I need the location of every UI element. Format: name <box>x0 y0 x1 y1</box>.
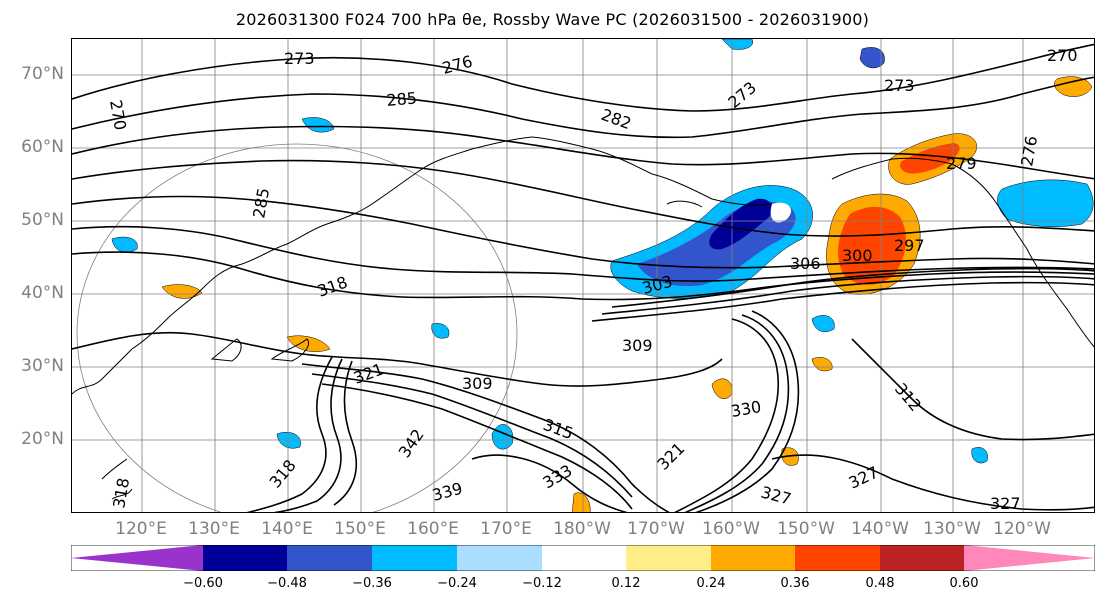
contour-label: 315 <box>541 415 576 443</box>
contour-label: 330 <box>729 397 762 421</box>
colorbar-tick-label: −0.12 <box>522 576 562 591</box>
contour-label: 309 <box>622 336 653 355</box>
contour-label: 327 <box>846 462 882 492</box>
lon-label-160w: 160°W <box>702 519 760 539</box>
lat-label-50n: 50°N <box>21 210 64 230</box>
contour-label: 276 <box>440 52 474 78</box>
contour-label: 306 <box>790 254 821 273</box>
map-panel: 270 273 276 285 282 273 273 270 279 276 … <box>71 38 1095 513</box>
colorbar-tick-label: 0.48 <box>865 576 895 591</box>
colorbar-bin <box>287 545 372 571</box>
contour-label: 312 <box>891 379 925 415</box>
lat-label-70n: 70°N <box>21 64 64 84</box>
colorbar-tick-label: 0.24 <box>696 576 726 591</box>
colorbar-tick-label: −0.60 <box>183 576 223 591</box>
lat-label-20n: 20°N <box>21 429 64 449</box>
colorbar-bin <box>795 545 880 571</box>
colorbar-tick-label: 0.12 <box>611 576 641 591</box>
contour-label: 327 <box>990 494 1021 513</box>
colorbar-bin <box>626 545 711 571</box>
colorbar-bin <box>457 545 542 571</box>
colorbar-tick-label: 0.36 <box>780 576 810 591</box>
contour-label: 282 <box>599 105 634 133</box>
lon-label-140e: 140°E <box>261 519 313 539</box>
contour-label: 273 <box>284 49 315 68</box>
contour-label: 342 <box>395 425 428 461</box>
contour-label: 327 <box>759 483 793 509</box>
colorbar-tick-label: −0.24 <box>437 576 477 591</box>
contour-label: 285 <box>249 186 273 219</box>
contour-label: 270 <box>1047 46 1078 65</box>
colorbar-bin <box>542 545 626 571</box>
contour-label: 321 <box>653 439 688 474</box>
contour-label: 273 <box>884 76 915 95</box>
colorbar-bin <box>711 545 795 571</box>
anomaly-fills <box>111 39 1094 512</box>
map-canvas: 270 273 276 285 282 273 273 270 279 276 … <box>72 39 1094 513</box>
colorbar-low-extend <box>71 545 203 571</box>
contour-label: 318 <box>109 476 133 509</box>
contour-label: 270 <box>106 98 130 131</box>
colorbar-bin <box>203 545 287 571</box>
theta-e-contours <box>72 43 1094 512</box>
lon-label-150w: 150°W <box>777 519 835 539</box>
map-title: 2026031300 F024 700 hPa θe, Rossby Wave … <box>235 10 870 29</box>
colorbar-bin <box>880 545 964 571</box>
lon-label-120e: 120°E <box>115 519 167 539</box>
colorbar-tick-label: −0.48 <box>267 576 307 591</box>
lon-label-150e: 150°E <box>334 519 386 539</box>
lon-label-140w: 140°W <box>851 519 909 539</box>
lon-label-130w: 130°W <box>923 519 981 539</box>
contour-label: 333 <box>540 461 576 493</box>
contour-label: 300 <box>842 246 873 265</box>
colorbar-tick-label: −0.36 <box>352 576 392 591</box>
colorbar-segments <box>71 545 1095 571</box>
lat-label-60n: 60°N <box>21 137 64 157</box>
contour-label: 318 <box>266 456 300 492</box>
colorbar-bin <box>372 545 457 571</box>
contour-label: 297 <box>894 236 925 255</box>
lon-label-170w: 170°W <box>627 519 685 539</box>
lon-label-130e: 130°E <box>188 519 240 539</box>
contour-label: 339 <box>430 479 464 505</box>
lat-lon-grid <box>72 39 1094 512</box>
lon-label-120w: 120°W <box>993 519 1051 539</box>
colorbar-high-extend <box>964 545 1095 571</box>
lon-label-180w: 180°W <box>553 519 611 539</box>
coastlines <box>72 136 1094 500</box>
lat-label-30n: 30°N <box>21 356 64 376</box>
lat-label-40n: 40°N <box>21 283 64 303</box>
contour-label: 276 <box>1017 134 1041 167</box>
colorbar-tick-label: 0.60 <box>949 576 979 591</box>
lon-label-170e: 170°E <box>480 519 532 539</box>
contour-label: 285 <box>386 88 418 110</box>
colorbar <box>71 545 1095 571</box>
contour-label: 318 <box>315 272 350 300</box>
lon-label-160e: 160°E <box>407 519 459 539</box>
contour-label: 279 <box>946 154 977 173</box>
contour-label: 309 <box>462 374 493 393</box>
